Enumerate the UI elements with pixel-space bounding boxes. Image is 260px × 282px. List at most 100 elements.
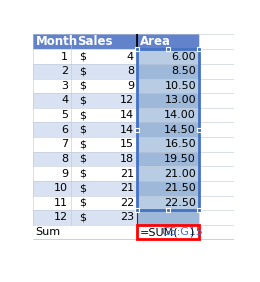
Bar: [199, 181, 234, 195]
Bar: [71, 166, 137, 181]
Text: 21.00: 21.00: [164, 169, 196, 179]
Bar: [32, 181, 71, 195]
Bar: [199, 210, 234, 225]
Bar: [71, 195, 137, 210]
Text: $: $: [79, 212, 86, 222]
Bar: [32, 210, 71, 225]
Bar: [199, 93, 234, 108]
Bar: [166, 208, 170, 212]
Bar: [71, 93, 137, 108]
Text: 15: 15: [120, 139, 134, 149]
Bar: [137, 137, 199, 152]
Text: 9: 9: [61, 169, 68, 179]
Bar: [137, 108, 199, 122]
Bar: [137, 210, 199, 225]
Text: $: $: [79, 95, 86, 105]
Bar: [137, 152, 199, 166]
Text: 14.50: 14.50: [164, 125, 196, 135]
Text: 18: 18: [120, 154, 134, 164]
Text: 10: 10: [54, 183, 68, 193]
Bar: [137, 225, 234, 239]
Bar: [199, 122, 234, 137]
Text: 3: 3: [61, 81, 68, 91]
Bar: [199, 152, 234, 166]
Text: 10.50: 10.50: [164, 81, 196, 91]
Text: $: $: [79, 183, 86, 193]
Bar: [32, 166, 71, 181]
Bar: [166, 47, 170, 51]
Text: 8: 8: [61, 154, 68, 164]
Text: $: $: [79, 52, 86, 61]
Bar: [199, 64, 234, 78]
Bar: [71, 49, 137, 64]
Bar: [137, 195, 199, 210]
Text: 9: 9: [127, 81, 134, 91]
Text: 8: 8: [127, 66, 134, 76]
Bar: [71, 152, 137, 166]
Text: 14: 14: [120, 125, 134, 135]
Bar: [199, 108, 234, 122]
Text: $: $: [79, 169, 86, 179]
Text: G5:G15: G5:G15: [161, 227, 203, 237]
Bar: [199, 195, 234, 210]
Bar: [135, 128, 139, 132]
Bar: [32, 152, 71, 166]
Bar: [199, 34, 234, 49]
Bar: [137, 225, 199, 239]
Bar: [199, 49, 234, 64]
Bar: [32, 93, 71, 108]
Text: =SUM(: =SUM(: [139, 227, 178, 237]
Bar: [71, 137, 137, 152]
Text: $: $: [79, 81, 86, 91]
Bar: [199, 166, 234, 181]
Bar: [137, 64, 199, 78]
Bar: [135, 208, 139, 212]
Text: Month: Month: [36, 35, 78, 48]
Text: 7: 7: [61, 139, 68, 149]
Bar: [32, 122, 71, 137]
Bar: [137, 78, 199, 93]
Bar: [32, 108, 71, 122]
Text: 23: 23: [120, 212, 134, 222]
Bar: [32, 78, 71, 93]
Bar: [32, 49, 71, 64]
Text: 11: 11: [54, 198, 68, 208]
Text: ): ): [189, 227, 193, 237]
Text: 5: 5: [61, 110, 68, 120]
Bar: [32, 195, 71, 210]
Text: 16.50: 16.50: [164, 139, 196, 149]
Bar: [71, 34, 137, 49]
Text: $: $: [79, 139, 86, 149]
Text: Sales: Sales: [77, 35, 113, 48]
Bar: [137, 49, 199, 64]
Bar: [135, 47, 139, 51]
Bar: [137, 49, 199, 210]
Text: 6: 6: [61, 125, 68, 135]
Bar: [137, 122, 199, 137]
Text: 13.00: 13.00: [164, 95, 196, 105]
Bar: [32, 34, 71, 49]
Text: 14.00: 14.00: [164, 110, 196, 120]
Text: 12: 12: [54, 212, 68, 222]
Bar: [137, 93, 199, 108]
Bar: [137, 34, 199, 49]
Text: 4: 4: [127, 52, 134, 61]
Bar: [197, 128, 201, 132]
Bar: [199, 137, 234, 152]
Text: 21.50: 21.50: [164, 183, 196, 193]
Bar: [71, 210, 137, 225]
Bar: [137, 166, 199, 181]
Text: 21: 21: [120, 169, 134, 179]
Text: 4: 4: [61, 95, 68, 105]
Text: 1: 1: [61, 52, 68, 61]
Text: 8.50: 8.50: [171, 66, 196, 76]
Bar: [71, 78, 137, 93]
Text: $: $: [79, 198, 86, 208]
Text: 12: 12: [120, 95, 134, 105]
Bar: [197, 47, 201, 51]
Bar: [137, 181, 199, 195]
Text: $: $: [79, 125, 86, 135]
Bar: [32, 225, 137, 239]
Text: Area: Area: [140, 35, 171, 48]
Bar: [71, 108, 137, 122]
